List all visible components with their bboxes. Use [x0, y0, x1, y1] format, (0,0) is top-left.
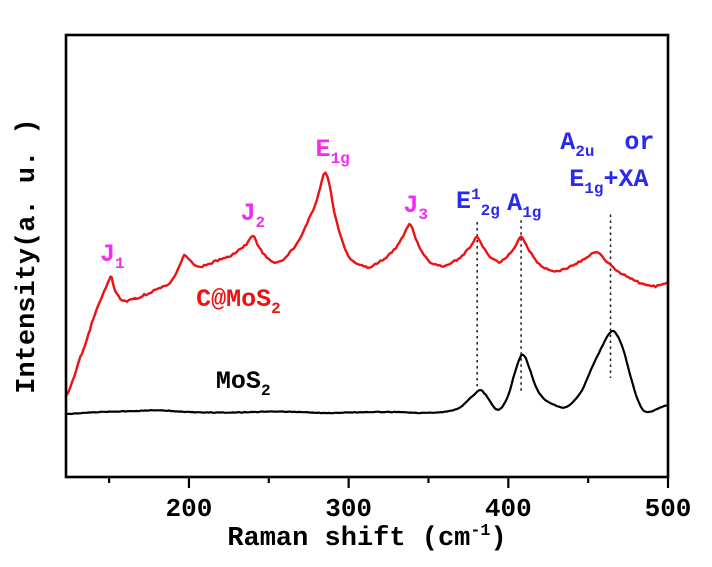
x-tick-label: 400 — [485, 494, 532, 524]
spectrum-curve-mos2 — [64, 329, 670, 416]
x-tick-label: 300 — [325, 494, 372, 524]
spectrum-curve-c-mos2 — [64, 171, 670, 397]
axes-frame — [64, 33, 670, 479]
y-axis-title: Intensity(a. u. ) — [13, 118, 43, 394]
x-axis-title: Raman shift (cm-1) — [227, 521, 507, 554]
x-tick-label: 200 — [166, 494, 213, 524]
x-tick-label: 500 — [645, 494, 692, 524]
